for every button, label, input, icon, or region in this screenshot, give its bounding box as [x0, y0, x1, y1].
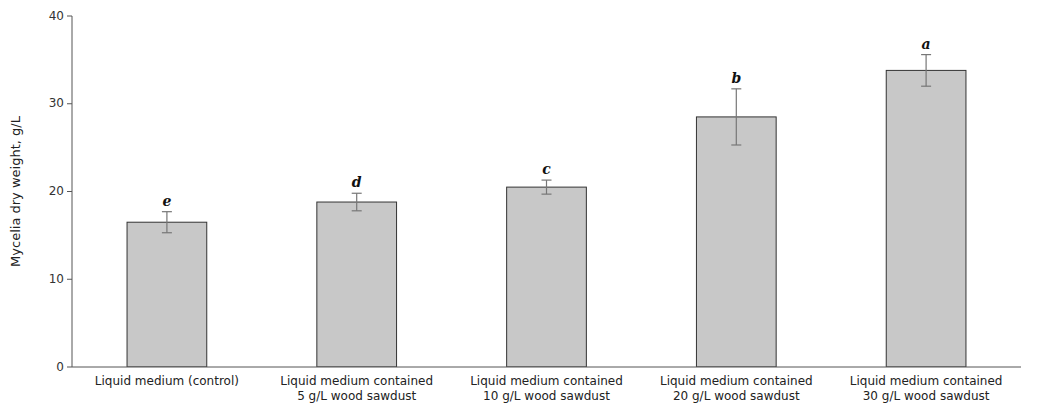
error-stem	[736, 89, 737, 145]
y-tick-label: 30	[49, 96, 64, 110]
x-axis-line	[72, 367, 1021, 368]
y-axis: 0 10 20 30 40 Mycelia dry weight, g/L	[8, 9, 72, 374]
error-bar	[542, 180, 552, 194]
error-cap	[921, 86, 931, 87]
bar	[507, 187, 587, 367]
y-tick	[67, 279, 72, 280]
y-tick-label: 10	[49, 272, 64, 286]
error-cap	[921, 54, 931, 55]
error-stem	[925, 55, 926, 87]
x-tick-label: Liquid medium (control)	[95, 374, 239, 388]
annotations: e d c b a	[162, 36, 930, 209]
y-tick	[67, 16, 72, 17]
error-cap	[731, 144, 741, 145]
significance-label: a	[922, 36, 931, 52]
chart-container: e d c b a 0 10 20 30 40 Mycelia dry weight, g/L Liq…	[0, 0, 1037, 419]
error-stem	[546, 180, 547, 194]
x-tick-label: Liquid medium contained5 g/L wood sawdus…	[280, 374, 433, 403]
x-tick-label: Liquid medium contained10 g/L wood sawdu…	[470, 374, 623, 403]
y-tick-label: 0	[56, 360, 64, 374]
error-bar	[352, 193, 362, 211]
significance-label: e	[162, 193, 171, 209]
y-tick-label: 40	[49, 9, 64, 23]
significance-label: c	[542, 161, 551, 177]
y-tick	[67, 191, 72, 192]
error-stem	[166, 212, 167, 233]
plot-area	[127, 55, 966, 367]
bar	[127, 222, 207, 367]
significance-label: b	[731, 70, 741, 86]
significance-label: d	[352, 174, 362, 190]
chart-svg: e d c b a 0 10 20 30 40 Mycelia dry weight, g/L Liq…	[0, 0, 1037, 419]
error-cap	[162, 232, 172, 233]
bar	[886, 70, 966, 367]
y-tick	[67, 367, 72, 368]
error-cap	[352, 193, 362, 194]
y-tick-label: 20	[49, 184, 64, 198]
y-axis-title: Mycelia dry weight, g/L	[8, 115, 23, 267]
x-tick-label: Liquid medium contained30 g/L wood sawdu…	[850, 374, 1003, 403]
error-cap	[731, 88, 741, 89]
error-bar	[731, 89, 741, 145]
bar	[317, 202, 397, 367]
x-tick-label: Liquid medium contained20 g/L wood sawdu…	[660, 374, 813, 403]
error-cap	[352, 210, 362, 211]
bar	[696, 117, 776, 367]
error-cap	[162, 211, 172, 212]
x-axis: Liquid medium (control) Liquid medium con…	[72, 367, 1021, 403]
error-cap	[542, 179, 552, 180]
error-stem	[356, 193, 357, 211]
y-tick	[67, 103, 72, 104]
error-bar	[162, 212, 172, 233]
error-bar	[921, 55, 931, 87]
error-cap	[542, 194, 552, 195]
